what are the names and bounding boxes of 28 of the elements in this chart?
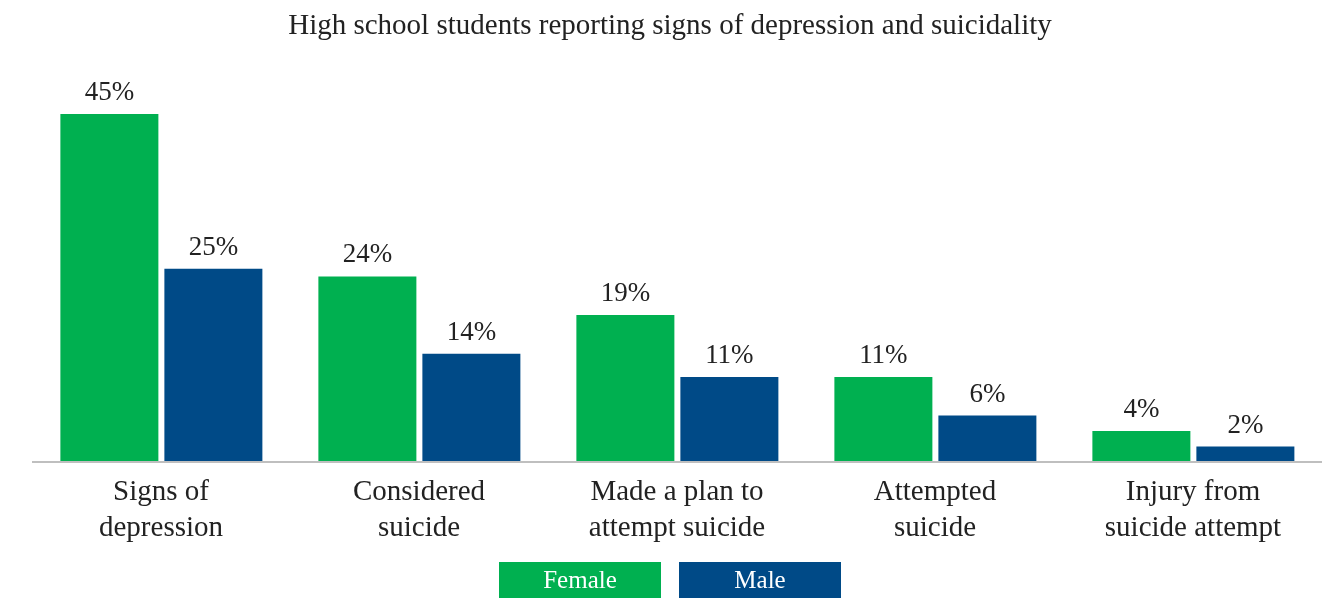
x-tick-label: Made a plan to attempt suicide (588, 474, 766, 542)
bar (1196, 446, 1295, 462)
text: Male (679, 562, 841, 598)
text: Female (499, 562, 661, 598)
bar (1092, 431, 1191, 462)
bar (318, 276, 417, 462)
x-tick-label: Attempted suicide (873, 474, 997, 542)
data-label: 4% (1123, 393, 1160, 424)
data-label: 11% (705, 338, 754, 369)
data-label: 24% (342, 238, 393, 269)
data-label: 2% (1227, 408, 1264, 439)
chart-title: High school students reporting signs of depression and suicidality (287, 8, 1053, 42)
data-label: 45% (84, 76, 135, 106)
data-label: 6% (969, 377, 1006, 408)
data-label: 19% (600, 277, 651, 308)
bar (834, 376, 933, 462)
bar (60, 114, 159, 462)
data-label: 14% (446, 315, 497, 346)
x-tick-label: Considered suicide (352, 474, 486, 542)
bar (680, 376, 779, 462)
bar (422, 353, 521, 462)
bar (576, 315, 675, 462)
data-label: 11% (859, 338, 908, 369)
bar (938, 415, 1037, 462)
x-tick-label: Injury from suicide attempt (1104, 474, 1282, 542)
data-label: 25% (188, 230, 239, 261)
bar (164, 268, 263, 462)
x-tick-label: Signs of depression (98, 474, 224, 542)
